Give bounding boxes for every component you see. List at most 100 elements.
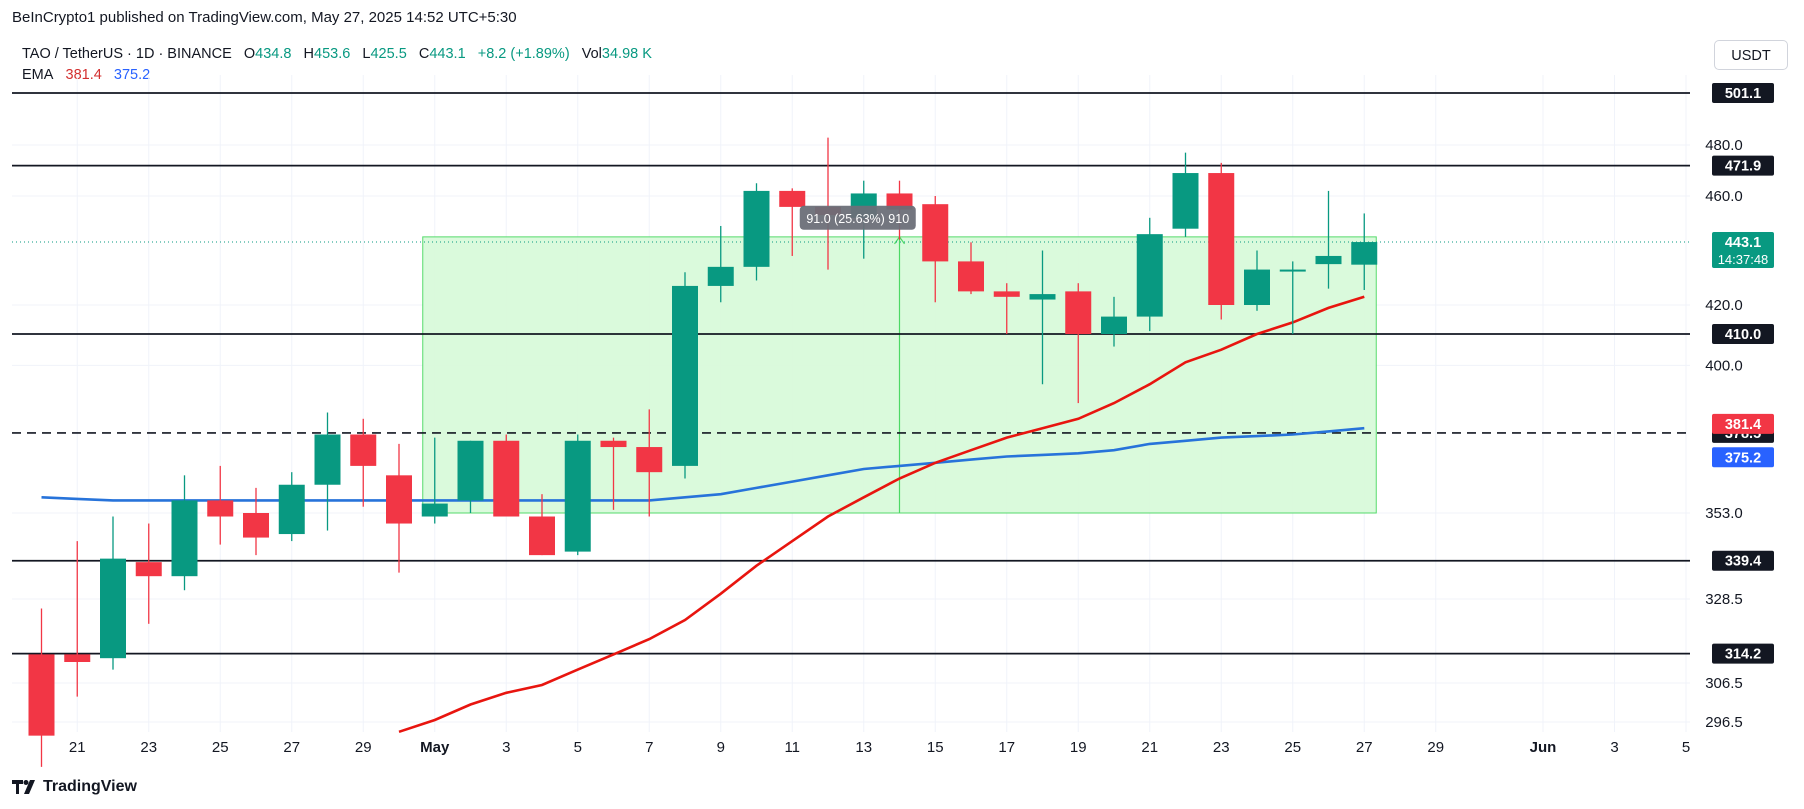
candle-body — [958, 261, 984, 292]
candle — [707, 225, 734, 303]
ema-fast-tag-text: 381.4 — [1725, 417, 1761, 433]
y-tick-label: 306.5 — [1705, 675, 1743, 692]
candle-body — [1279, 269, 1306, 272]
candle — [600, 437, 627, 510]
price-tags: 501.1471.9410.0339.4314.2378.5443.114:37… — [1712, 83, 1774, 664]
x-tick-label: 11 — [784, 739, 800, 756]
tradingview-logo[interactable]: TradingView — [12, 778, 137, 796]
horizontal-levels — [12, 92, 1690, 655]
candle — [64, 541, 91, 697]
tradingview-brand: TradingView — [43, 778, 137, 795]
candle-body — [278, 484, 305, 535]
open-label: O — [243, 46, 256, 62]
candle-body — [564, 440, 591, 552]
candle — [779, 188, 806, 256]
y-tick-label: 353.0 — [1705, 505, 1743, 522]
candle — [529, 494, 555, 556]
candle-body — [1029, 294, 1056, 300]
candle-body — [1208, 173, 1235, 305]
measure-label-box — [799, 205, 916, 230]
symbol-label[interactable]: TAO / TetherUS · 1D · BINANCE — [22, 46, 232, 62]
candle-body — [135, 562, 162, 577]
candle-body — [529, 516, 555, 556]
candle — [314, 412, 341, 531]
x-tick-label: 23 — [140, 739, 157, 756]
ema-lines — [41, 295, 1365, 734]
candle — [421, 437, 448, 524]
ema-fast-tag-box — [1712, 413, 1774, 434]
x-tick-label: 19 — [1070, 739, 1087, 756]
x-tick-label: 3 — [502, 739, 510, 756]
x-tick-label: 15 — [927, 739, 944, 756]
x-tick-label: 7 — [645, 739, 653, 756]
candle-body — [207, 500, 234, 517]
ema-fast-line — [398, 295, 1365, 734]
x-tick-label: 5 — [1682, 739, 1690, 756]
close-label: C — [418, 46, 430, 62]
level-tag-text: 410.0 — [1725, 327, 1761, 343]
measure-label-text: 91.0 (25.63%) 910 — [806, 212, 909, 226]
candle — [1172, 152, 1199, 237]
ema-label[interactable]: EMA — [22, 67, 54, 83]
low-value: 425.5 — [370, 46, 407, 62]
y-tick-label: 420.0 — [1705, 297, 1743, 314]
candle — [243, 487, 269, 556]
currency-button[interactable]: USDT — [1714, 40, 1788, 70]
candle-body — [1136, 234, 1163, 317]
candle — [171, 475, 198, 591]
candle — [958, 242, 984, 295]
y-tick-label: 460.0 — [1705, 188, 1743, 205]
high-value: 453.6 — [314, 46, 351, 62]
level-tag-box — [1712, 324, 1774, 344]
candle-body — [1351, 242, 1378, 265]
candle-body — [600, 440, 627, 448]
y-tick-label: 480.0 — [1705, 137, 1743, 154]
candle — [1244, 250, 1270, 311]
ema-slow-line — [41, 426, 1365, 502]
candle — [493, 434, 520, 517]
candle — [457, 440, 484, 513]
high-label: H — [303, 46, 315, 62]
candle-body — [1244, 269, 1270, 305]
x-tick-label: 27 — [1356, 739, 1373, 756]
level-tag-box — [1712, 643, 1774, 664]
candle — [1279, 261, 1306, 334]
y-tick-label: 400.0 — [1705, 357, 1743, 374]
candle-body — [100, 558, 126, 659]
chart-legend: TAO / TetherUS · 1D · BINANCE O434.8 H45… — [22, 44, 652, 86]
candle-body — [171, 500, 198, 577]
x-tick-label: 27 — [283, 739, 300, 756]
candle — [1065, 283, 1092, 404]
x-tick-label: 5 — [574, 739, 582, 756]
candle-body — [707, 266, 734, 286]
x-tick-label: 13 — [855, 739, 872, 756]
candle-body — [64, 654, 91, 662]
last-price-tag-text: 443.1 — [1725, 235, 1761, 251]
candle-body — [421, 503, 448, 517]
x-tick-label: 21 — [69, 739, 86, 756]
candle — [28, 608, 55, 767]
candle — [564, 434, 591, 556]
candle — [743, 183, 770, 281]
candle — [100, 516, 126, 670]
candle-body — [457, 440, 484, 501]
candle-body — [493, 440, 520, 517]
candle — [278, 472, 305, 542]
candle — [1208, 162, 1235, 320]
ema-row: EMA 381.4 375.2 — [22, 65, 652, 86]
low-label: L — [362, 46, 371, 62]
x-tick-label: Jun — [1530, 739, 1557, 756]
candle-body — [314, 434, 341, 485]
candle-body — [779, 190, 806, 207]
last-price-tag-countdown: 14:37:48 — [1718, 252, 1769, 267]
candle-body — [243, 513, 269, 538]
candle-body — [636, 447, 663, 473]
candle-body — [993, 291, 1020, 297]
tradingview-logo-icon — [12, 780, 35, 794]
x-tick-label: 17 — [998, 739, 1015, 756]
candle — [1351, 213, 1378, 291]
y-tick-label: 296.5 — [1705, 714, 1743, 731]
candle — [922, 196, 949, 303]
last-price-tag-box — [1712, 232, 1774, 269]
